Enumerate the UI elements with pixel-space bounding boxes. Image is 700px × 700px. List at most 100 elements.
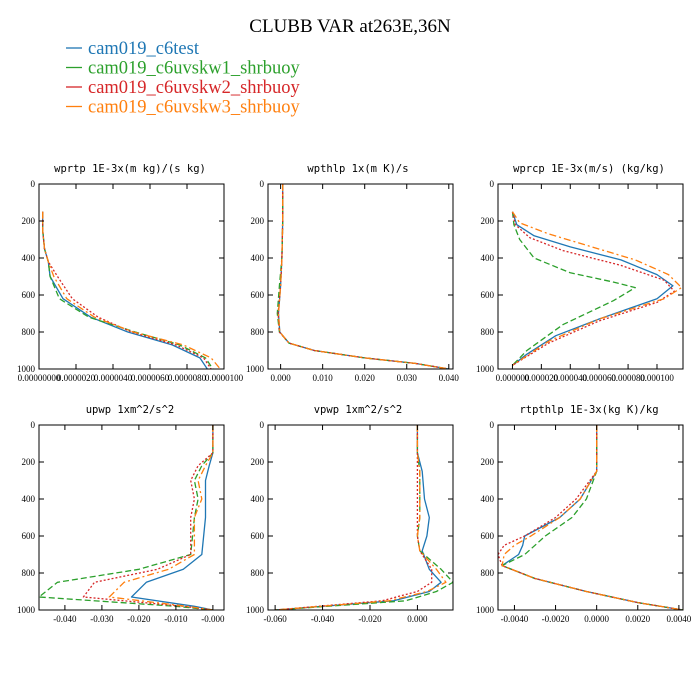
panel-title: upwp 1xm^2/s^2 [86, 404, 175, 416]
y-tick-label: 800 [481, 327, 495, 337]
panel-title: rtpthlp 1E-3x(kg K)/kg [519, 404, 658, 416]
series-line-cam019_c6uvskw1_shrbuoy [501, 425, 683, 610]
series-line-cam019_c6uvskw1_shrbuoy [511, 211, 636, 366]
panel-title: vpwp 1xm^2/s^2 [314, 404, 403, 416]
series-line-cam019_c6uvskw2_shrbuoy [498, 425, 683, 610]
panel-title: wpthlp 1x(m K)/s [307, 163, 408, 175]
series-line-cam019_c6test [130, 425, 214, 610]
panel: wprtp 1E-3x(m kg)/(s kg) 0 200 400 600 800 100… [17, 163, 244, 383]
plot-frame [497, 424, 684, 611]
y-tick-label: 800 [481, 568, 495, 578]
legend-entry: cam019_c6uvskw1_shrbuoy [66, 59, 300, 79]
x-tick-label: -0.040 [311, 614, 335, 624]
legend-entry: cam019_c6uvskw2_shrbuoy [66, 78, 300, 98]
y-tick-label: 200 [481, 457, 495, 467]
series-group [39, 425, 214, 610]
legend-label: cam019_c6uvskw1_shrbuoy [88, 59, 300, 79]
x-tick-label: 0.0000040 [94, 373, 133, 383]
y-tick-label: 600 [251, 531, 265, 541]
y-tick-label: 600 [481, 290, 495, 300]
y-tick-label: 1000 [476, 364, 495, 374]
series-line-cam019_c6uvskw1_shrbuoy [42, 211, 214, 369]
x-tick-label: 0.00000000 [18, 373, 61, 383]
y-tick-label: 0 [490, 179, 495, 189]
y-tick-label: 800 [251, 327, 265, 337]
x-tick-label: 0.040 [439, 373, 460, 383]
plot-frame [497, 183, 684, 370]
y-tick-label: 200 [22, 216, 36, 226]
y-tick-label: 400 [251, 253, 265, 263]
y-tick-label: 400 [22, 253, 36, 263]
panel-title: wprtp 1E-3x(m kg)/(s kg) [54, 163, 206, 175]
x-tick-label: 0.000020 [524, 373, 558, 383]
plot-frame [267, 183, 454, 370]
y-tick-label: 400 [22, 494, 36, 504]
series-group [275, 425, 453, 610]
x-tick-label: 0.030 [397, 373, 418, 383]
x-tick-label: -0.040 [53, 614, 77, 624]
y-tick-label: 1000 [246, 605, 265, 615]
legend-label: cam019_c6uvskw2_shrbuoy [88, 78, 300, 98]
plot-frame [267, 424, 454, 611]
y-tick-label: 400 [251, 494, 265, 504]
y-tick-label: 200 [251, 216, 265, 226]
y-tick-label: 600 [481, 531, 495, 541]
y-tick-label: 0 [490, 420, 495, 430]
x-tick-label: 0.020 [355, 373, 376, 383]
panels: wprtp 1E-3x(m kg)/(s kg) 0 200 400 600 800 100… [17, 163, 692, 624]
y-tick-label: 400 [481, 494, 495, 504]
y-tick-label: 600 [251, 290, 265, 300]
x-tick-label: 0.0000 [584, 614, 609, 624]
x-tick-label: -0.0040 [501, 614, 529, 624]
y-tick-label: 800 [22, 327, 36, 337]
plot-frame [38, 183, 225, 370]
y-tick-label: 600 [22, 531, 36, 541]
series-line-cam019_c6uvskw2_shrbuoy [275, 425, 433, 610]
series-line-cam019_c6uvskw1_shrbuoy [39, 425, 214, 610]
legend-entry: cam019_c6test [66, 39, 200, 59]
plot-frame [38, 424, 225, 611]
panel: wpthlp 1x(m K)/s 0 200 400 600 800 1000 0.000 0.… [246, 163, 459, 383]
x-tick-label: 0.0000060 [131, 373, 170, 383]
series-line-cam019_c6uvskw2_shrbuoy [511, 211, 675, 366]
series-group [276, 184, 449, 369]
series-line-cam019_c6test [275, 425, 442, 610]
y-tick-label: 200 [22, 457, 36, 467]
series-line-cam019_c6uvskw2_shrbuoy [277, 184, 449, 369]
x-tick-label: -0.020 [358, 614, 382, 624]
x-tick-label: 0.0000020 [57, 373, 96, 383]
x-tick-label: 0.0040 [667, 614, 692, 624]
y-tick-label: 400 [481, 253, 495, 263]
x-tick-label: -0.020 [127, 614, 151, 624]
series-line-cam019_c6test [511, 211, 674, 366]
series-line-cam019_c6uvskw3_shrbuoy [42, 211, 221, 369]
x-tick-label: 0.0000080 [168, 373, 207, 383]
y-tick-label: 800 [22, 568, 36, 578]
series-line-cam019_c6uvskw1_shrbuoy [275, 425, 453, 610]
y-tick-label: 600 [22, 290, 36, 300]
x-tick-label: -0.000 [201, 614, 225, 624]
series-line-cam019_c6uvskw3_shrbuoy [501, 425, 683, 610]
y-tick-label: 200 [481, 216, 495, 226]
x-tick-label: 0.000000 [496, 373, 530, 383]
legend-label: cam019_c6test [88, 39, 200, 59]
series-group [511, 211, 683, 366]
x-tick-label: 0.0020 [625, 614, 650, 624]
x-tick-label: 0.000060 [582, 373, 616, 383]
series-line-cam019_c6uvskw3_shrbuoy [275, 425, 447, 610]
series-line-cam019_c6uvskw3_shrbuoy [108, 425, 214, 610]
x-tick-label: -0.010 [164, 614, 188, 624]
x-tick-label: -0.0020 [542, 614, 570, 624]
panel: vpwp 1xm^2/s^2 0 200 400 600 800 1000-0.060 -0.… [246, 404, 454, 624]
x-tick-label: 0.000 [270, 373, 291, 383]
series-line-cam019_c6uvskw3_shrbuoy [277, 184, 449, 369]
legend-entry: cam019_c6uvskw3_shrbuoy [66, 98, 300, 118]
x-tick-label: 0.000 [407, 614, 428, 624]
y-tick-label: 1000 [246, 364, 265, 374]
panel: upwp 1xm^2/s^2 0 200 400 600 800 1000 -0.040 -0.… [17, 404, 225, 624]
x-tick-label: -0.060 [263, 614, 287, 624]
series-line-cam019_c6test [501, 425, 683, 610]
panel: rtpthlp 1E-3x(kg K)/kg02004006008001000-… [476, 404, 692, 624]
x-tick-label: 0.000100 [640, 373, 674, 383]
